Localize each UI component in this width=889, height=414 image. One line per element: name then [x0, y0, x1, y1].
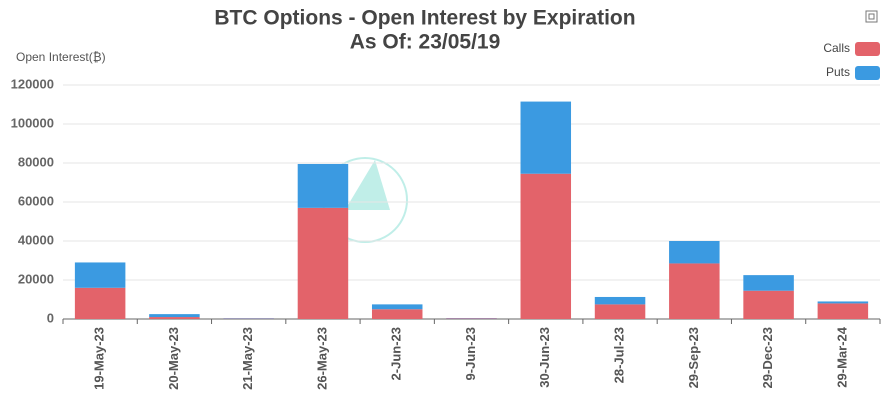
- x-tick-label: 26-May-23: [314, 327, 329, 390]
- x-tick-label: 29-Sep-23: [686, 327, 701, 388]
- bar-segment: [594, 304, 646, 319]
- bar-segment: [817, 303, 869, 319]
- x-tick-label: 19-May-23: [92, 327, 107, 390]
- y-tick-label: 40000: [18, 232, 54, 247]
- bar-segment: [297, 163, 349, 208]
- bar-segment: [520, 173, 572, 319]
- y-tick-label: 100000: [11, 115, 54, 130]
- y-tick-label: 0: [47, 310, 54, 325]
- x-tick-label: 29-Mar-24: [834, 326, 849, 387]
- bar-segment: [743, 275, 794, 291]
- bar-segment: [74, 287, 126, 319]
- x-tick-label: 28-Jul-23: [611, 327, 626, 383]
- chart-title: BTC Options - Open Interest by Expiratio…: [214, 7, 635, 30]
- y-tick-label: 80000: [18, 154, 54, 169]
- bar-segment: [74, 262, 126, 288]
- x-tick-label: 9-Jun-23: [463, 327, 478, 380]
- bar-segment: [446, 318, 497, 319]
- chart-subtitle: As Of: 23/05/19: [350, 31, 501, 54]
- bar-segment: [149, 317, 200, 319]
- bar-segment: [594, 296, 646, 305]
- bar-segment: [520, 101, 572, 174]
- y-tick-label: 20000: [18, 271, 54, 286]
- x-tick-label: 2-Jun-23: [389, 327, 404, 380]
- y-tick-label: 120000: [11, 76, 54, 91]
- x-tick-label: 20-May-23: [166, 327, 181, 390]
- legend-label: Puts: [826, 65, 850, 79]
- bar-segment: [669, 263, 720, 319]
- bar-segment: [297, 207, 349, 319]
- y-tick-label: 60000: [18, 193, 54, 208]
- bar-segment: [669, 241, 720, 264]
- bar-segment: [149, 314, 200, 318]
- x-tick-label: 29-Dec-23: [760, 327, 775, 388]
- legend-swatch: [855, 66, 880, 80]
- x-tick-label: 21-May-23: [240, 327, 255, 390]
- y-axis-label: Open Interest(₿): [16, 50, 106, 64]
- legend-swatch: [855, 42, 880, 56]
- bar-segment: [743, 290, 794, 319]
- bar-segment: [371, 304, 423, 310]
- bar-segment: [817, 301, 869, 304]
- bar-segment: [371, 309, 423, 319]
- legend-label: Calls: [823, 41, 850, 55]
- save-icon[interactable]: [865, 10, 878, 23]
- x-tick-label: 30-Jun-23: [537, 327, 552, 388]
